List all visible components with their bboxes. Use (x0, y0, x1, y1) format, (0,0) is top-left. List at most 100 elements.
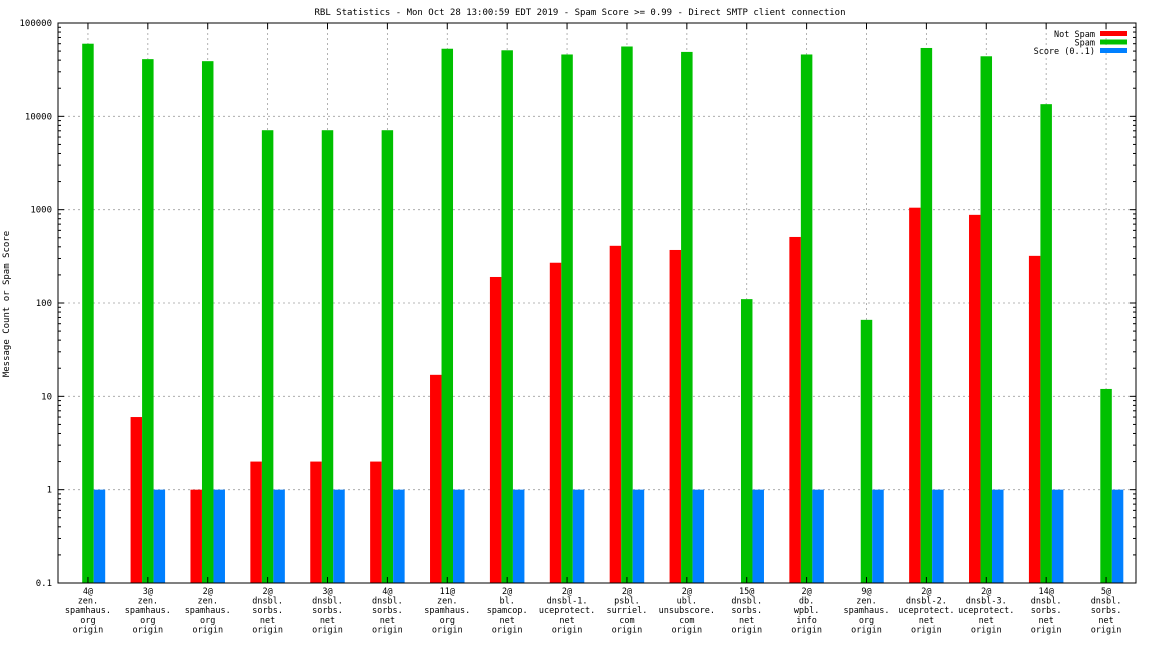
bar-score-0-1 (213, 489, 225, 583)
x-tick-label: origin (851, 625, 882, 635)
x-tick-label: 11@ (440, 587, 455, 597)
bar-score-0-1 (453, 489, 465, 583)
bar-not-spam (430, 374, 442, 583)
x-tick-label: 2@ (921, 587, 931, 597)
x-tick-label: 14@ (1038, 587, 1053, 597)
y-tick-label: 1000 (30, 206, 52, 216)
bar-score-0-1 (333, 489, 345, 583)
x-tick-label: zen. (78, 597, 98, 607)
x-tick-label: origin (432, 625, 463, 635)
x-tick-label: origin (1091, 625, 1122, 635)
x-tick-label: sorbs. (1091, 606, 1122, 616)
x-tick-label: net (979, 616, 994, 626)
x-tick-label: dnsbl-1. (547, 597, 588, 607)
x-tick-label: net (260, 616, 275, 626)
x-tick-label: surriel. (606, 606, 647, 616)
legend-swatch (1100, 31, 1127, 36)
bar-spam (561, 54, 573, 583)
bar-spam (1100, 388, 1112, 583)
legend-label: Score (0..1) (1034, 47, 1095, 57)
bar-score-0-1 (872, 489, 884, 583)
x-tick-label: org (200, 616, 215, 626)
x-tick-label: dnsbl. (1031, 597, 1062, 607)
x-tick-label: origin (372, 625, 403, 635)
bar-score-0-1 (512, 489, 525, 583)
x-tick-label: 2@ (502, 587, 512, 597)
bar-not-spam (310, 461, 322, 583)
x-tick-label: 3@ (143, 587, 153, 597)
bar-not-spam (969, 214, 981, 584)
bar-spam (82, 43, 94, 584)
x-tick-label: origin (971, 625, 1002, 635)
x-tick-label: 2@ (801, 587, 811, 597)
x-tick-label: spamhaus. (125, 606, 171, 616)
bar-not-spam (190, 489, 202, 583)
bar-spam (681, 51, 693, 583)
x-tick-label: net (919, 616, 934, 626)
x-tick-label: zen. (138, 597, 158, 607)
x-tick-label: origin (552, 625, 583, 635)
x-tick-label: zen. (856, 597, 876, 607)
bar-spam (501, 50, 513, 583)
x-tick-label: bl. (499, 597, 514, 607)
bar-score-0-1 (153, 489, 166, 583)
x-tick-label: net (320, 616, 335, 626)
y-axis-ticks: 0.1 1 10 100 1000 10000 100000 (19, 19, 1136, 589)
x-tick-label: spamhaus. (424, 606, 470, 616)
bar-score-0-1 (1111, 489, 1124, 583)
bar-score-0-1 (273, 489, 285, 583)
x-tick-label: origin (1031, 625, 1062, 635)
bar-spam (261, 130, 274, 583)
x-tick-label: 2@ (682, 587, 692, 597)
x-tick-label: net (380, 616, 395, 626)
bar-spam (201, 61, 214, 584)
bar-not-spam (909, 207, 921, 583)
x-tick-label: ubl. (677, 597, 697, 607)
bars (82, 43, 1124, 584)
bar-score-0-1 (632, 489, 645, 583)
bar-spam (142, 59, 154, 583)
x-tick-label: origin (791, 625, 822, 635)
y-axis-label: Message Count or Spam Score (2, 231, 12, 377)
x-tick-label: com (679, 616, 694, 626)
x-tick-label: org (859, 616, 874, 626)
x-tick-label: net (1098, 616, 1113, 626)
x-tick-label: sorbs. (252, 606, 283, 616)
bar-spam (321, 130, 334, 583)
x-tick-label: origin (312, 625, 343, 635)
x-tick-label: zen. (197, 597, 217, 607)
bar-spam (740, 299, 753, 583)
x-tick-label: spamhaus. (65, 606, 111, 616)
bar-spam (441, 48, 454, 583)
bar-spam (621, 46, 633, 584)
x-tick-label: dnsbl-3. (966, 597, 1007, 607)
chart-title: RBL Statistics - Mon Oct 28 13:00:59 EDT… (314, 8, 845, 18)
x-tick-label: db. (799, 597, 814, 607)
x-tick-label: uceprotect. (539, 606, 595, 616)
x-tick-label: 2@ (981, 587, 991, 597)
legend-swatch (1100, 39, 1127, 45)
x-tick-label: 2@ (262, 587, 272, 597)
x-tick-label: origin (252, 625, 283, 635)
x-tick-label: info (796, 616, 816, 626)
bar-not-spam (549, 262, 562, 583)
bar-not-spam (250, 461, 262, 583)
bar-score-0-1 (752, 489, 764, 583)
x-tick-label: sorbs. (731, 606, 762, 616)
bar-score-0-1 (812, 489, 824, 583)
bar-not-spam (789, 236, 801, 583)
legend-label: Not Spam (1054, 30, 1095, 40)
x-tick-label: origin (612, 625, 643, 635)
x-tick-label: sorbs. (372, 606, 403, 616)
x-axis-labels: 4@zen.spamhaus.orgorigin3@zen.spamhaus.o… (65, 587, 1122, 635)
bar-score-0-1 (393, 489, 405, 583)
x-tick-label: spamhaus. (185, 606, 231, 616)
x-tick-label: 4@ (83, 587, 93, 597)
x-tick-label: org (80, 616, 95, 626)
x-tick-label: origin (671, 625, 702, 635)
bar-spam (860, 319, 873, 583)
x-tick-label: dnsbl. (252, 597, 283, 607)
bar-score-0-1 (93, 489, 106, 583)
